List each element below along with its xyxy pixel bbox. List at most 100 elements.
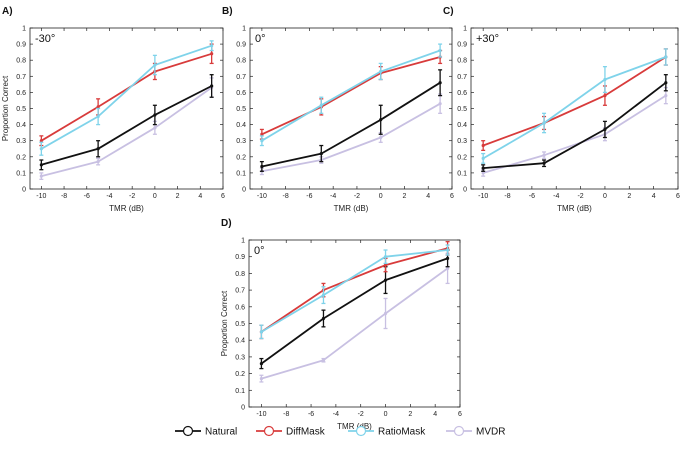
x-tick-label: -10 — [256, 411, 266, 418]
y-tick-label: 0.2 — [457, 154, 467, 161]
legend-label-natural: Natural — [205, 427, 237, 438]
y-tick-label: 0.7 — [236, 74, 246, 81]
y-tick-label: 0.1 — [16, 170, 26, 177]
legend-label-diffmask: DiffMask — [286, 427, 326, 438]
x-tick-label: -2 — [354, 193, 360, 200]
y-tick-label: 0.9 — [235, 254, 245, 261]
y-tick-label: 0.2 — [236, 154, 246, 161]
data-point-diffmask — [383, 263, 388, 267]
series-line-ratiomask — [40, 44, 212, 150]
x-axis-label: TMR (dB) — [109, 204, 144, 213]
x-tick-label: -10 — [257, 193, 267, 200]
data-point-natural — [260, 164, 264, 169]
x-tick-label: -4 — [330, 193, 336, 200]
x-tick-label: 6 — [458, 411, 462, 418]
y-tick-label: 0.9 — [236, 42, 246, 49]
x-tick-label: 4 — [433, 411, 437, 418]
x-axis-label: TMR (dB) — [337, 422, 372, 431]
y-tick-label: 0 — [242, 187, 246, 194]
y-tick-label: 0.5 — [235, 321, 245, 328]
x-tick-label: 2 — [627, 193, 631, 200]
data-point-mvdr — [321, 358, 326, 362]
y-tick-label: 0.9 — [457, 42, 467, 49]
data-point-mvdr — [438, 102, 442, 106]
x-tick-label: -2 — [358, 411, 364, 418]
y-tick-label: 0.8 — [16, 58, 26, 65]
x-tick-label: -2 — [577, 193, 583, 200]
data-point-natural — [664, 81, 668, 85]
data-point-ratiomask — [445, 248, 450, 252]
series-line-natural — [261, 81, 441, 168]
x-tick-label: -10 — [478, 193, 488, 200]
data-point-natural — [39, 163, 43, 167]
x-tick-label: -4 — [106, 193, 112, 200]
data-point-ratiomask — [260, 139, 264, 143]
data-point-natural — [153, 113, 157, 117]
series-line-ratiomask — [260, 249, 448, 333]
y-tick-label: 0 — [463, 187, 467, 194]
series-line-natural — [483, 81, 667, 169]
series-line-mvdr — [261, 102, 441, 173]
x-tick-label: 4 — [426, 193, 430, 200]
angle-label: -30° — [35, 33, 55, 45]
chart-panel-2: -10 -8 -6 -4 -2 0 2 4 6 0 0.1 0.2 0.3 0.4 0.5 0.6 0.7 0.8… — [222, 6, 454, 213]
data-point-mvdr — [481, 171, 485, 175]
y-tick-label: 0.6 — [457, 90, 467, 97]
legend: Natural DiffMask RatioMask MVDR — [175, 425, 505, 438]
data-point-ratiomask — [664, 55, 668, 59]
x-tick-label: 0 — [153, 193, 157, 200]
y-tick-label: 0.9 — [16, 42, 26, 49]
data-point-ratiomask — [319, 103, 323, 107]
data-point-ratiomask — [39, 147, 43, 151]
y-tick-label: 0.5 — [16, 106, 26, 113]
data-point-mvdr — [96, 160, 100, 164]
panel-label: D) — [221, 218, 232, 229]
y-tick-label: 0.8 — [457, 58, 467, 65]
angle-label: 0° — [254, 245, 265, 257]
y-tick-label: 0.4 — [16, 122, 26, 129]
y-tick-label: 1 — [22, 26, 26, 33]
data-point-natural — [96, 147, 100, 151]
legend-label-mvdr: MVDR — [476, 427, 505, 438]
data-point-natural — [438, 81, 442, 85]
data-point-natural — [603, 127, 607, 132]
data-point-natural — [445, 256, 450, 260]
series-line-diffmask — [261, 56, 441, 136]
y-tick-label: 0.5 — [457, 106, 467, 113]
y-tick-label: 0 — [22, 187, 26, 194]
x-tick-label: -8 — [283, 193, 289, 200]
x-tick-label: -6 — [84, 193, 90, 200]
series-line-diffmask — [260, 247, 448, 333]
data-point-natural — [542, 161, 546, 165]
chart-panel-3: -10 -8 -6 -4 -2 0 2 4 6 0 0.1 0.2 0.3 0.4 0.5 0.6 0.7 0.8… — [443, 6, 680, 213]
data-point-ratiomask — [259, 330, 264, 334]
y-tick-label: 1 — [241, 238, 245, 245]
panel-label: A) — [2, 6, 13, 17]
data-point-ratiomask — [210, 44, 214, 48]
x-tick-label: -8 — [283, 411, 289, 418]
x-tick-label: -8 — [504, 193, 510, 200]
data-point-natural — [210, 84, 214, 88]
y-tick-label: 0.1 — [236, 170, 246, 177]
plot-frame — [249, 27, 453, 190]
y-tick-label: 1 — [463, 26, 467, 33]
data-point-ratiomask — [383, 255, 388, 259]
panel-label: C) — [443, 6, 454, 17]
x-tick-label: 2 — [408, 411, 412, 418]
data-point-ratiomask — [96, 114, 100, 119]
data-point-ratiomask — [321, 293, 326, 297]
data-point-mvdr — [379, 135, 383, 140]
data-point-natural — [321, 316, 326, 321]
series-line-mvdr — [482, 94, 667, 174]
legend-marker-diffmask — [263, 425, 275, 437]
data-point-ratiomask — [603, 77, 607, 82]
x-tick-label: 6 — [676, 193, 680, 200]
x-tick-label: -2 — [129, 193, 135, 200]
data-point-natural — [379, 118, 383, 122]
y-tick-label: 0.3 — [235, 354, 245, 361]
data-point-mvdr — [153, 126, 157, 130]
data-point-mvdr — [664, 94, 668, 98]
y-tick-label: 0.7 — [16, 74, 26, 81]
y-tick-label: 0.4 — [457, 122, 467, 129]
